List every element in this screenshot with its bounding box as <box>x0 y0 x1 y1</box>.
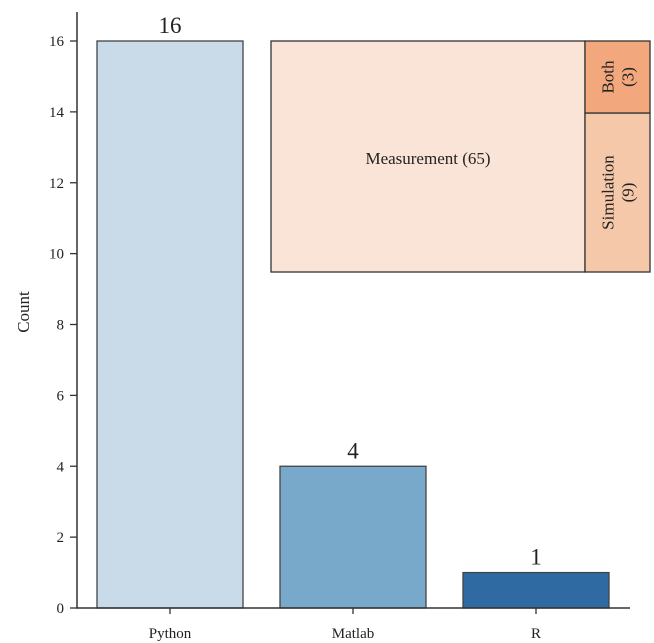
bars <box>96 40 610 609</box>
bar-value-label: 1 <box>530 545 542 570</box>
treemap-label-measurement: Measurement (65) <box>365 149 490 168</box>
bar-value-label: 16 <box>159 13 182 38</box>
x-tick-label: Matlab <box>332 626 375 642</box>
treemap-label-both-count: (3) <box>619 67 638 87</box>
treemap-inset: Measurement (65) Simulation(9) Both(3) <box>270 40 651 273</box>
x-axis-categories: Python Matlab R <box>149 608 541 642</box>
y-tick-label: 10 <box>49 247 64 263</box>
x-tick-label: Python <box>149 626 192 642</box>
y-axis-label: Count <box>14 291 33 333</box>
y-tick-label: 6 <box>57 388 65 404</box>
y-tick-label: 0 <box>57 601 65 617</box>
y-tick-label: 12 <box>49 176 64 192</box>
y-tick-label: 2 <box>57 530 65 546</box>
y-tick-label: 8 <box>57 318 65 334</box>
bar-matlab <box>279 465 427 609</box>
treemap-cell-simulation <box>584 112 651 273</box>
y-axis-ticks: 0 2 4 6 8 10 12 14 16 <box>49 34 77 617</box>
bar-r <box>462 571 610 609</box>
treemap-cell-both <box>584 40 651 114</box>
treemap-label-both: Both(3) <box>599 60 638 94</box>
bar-value-label: 4 <box>347 438 359 463</box>
y-tick-label: 4 <box>57 459 65 475</box>
treemap-label-both-name: Both <box>599 60 618 94</box>
treemap-label-simulation-count: (9) <box>619 183 638 203</box>
treemap-cell-measurement <box>270 40 586 273</box>
treemap-label-simulation: Simulation(9) <box>599 155 638 230</box>
y-tick-label: 16 <box>49 34 65 50</box>
bar-python <box>96 40 244 609</box>
x-tick-label: R <box>531 626 541 642</box>
treemap-label-simulation-name: Simulation <box>599 155 618 230</box>
y-tick-label: 14 <box>49 105 65 121</box>
